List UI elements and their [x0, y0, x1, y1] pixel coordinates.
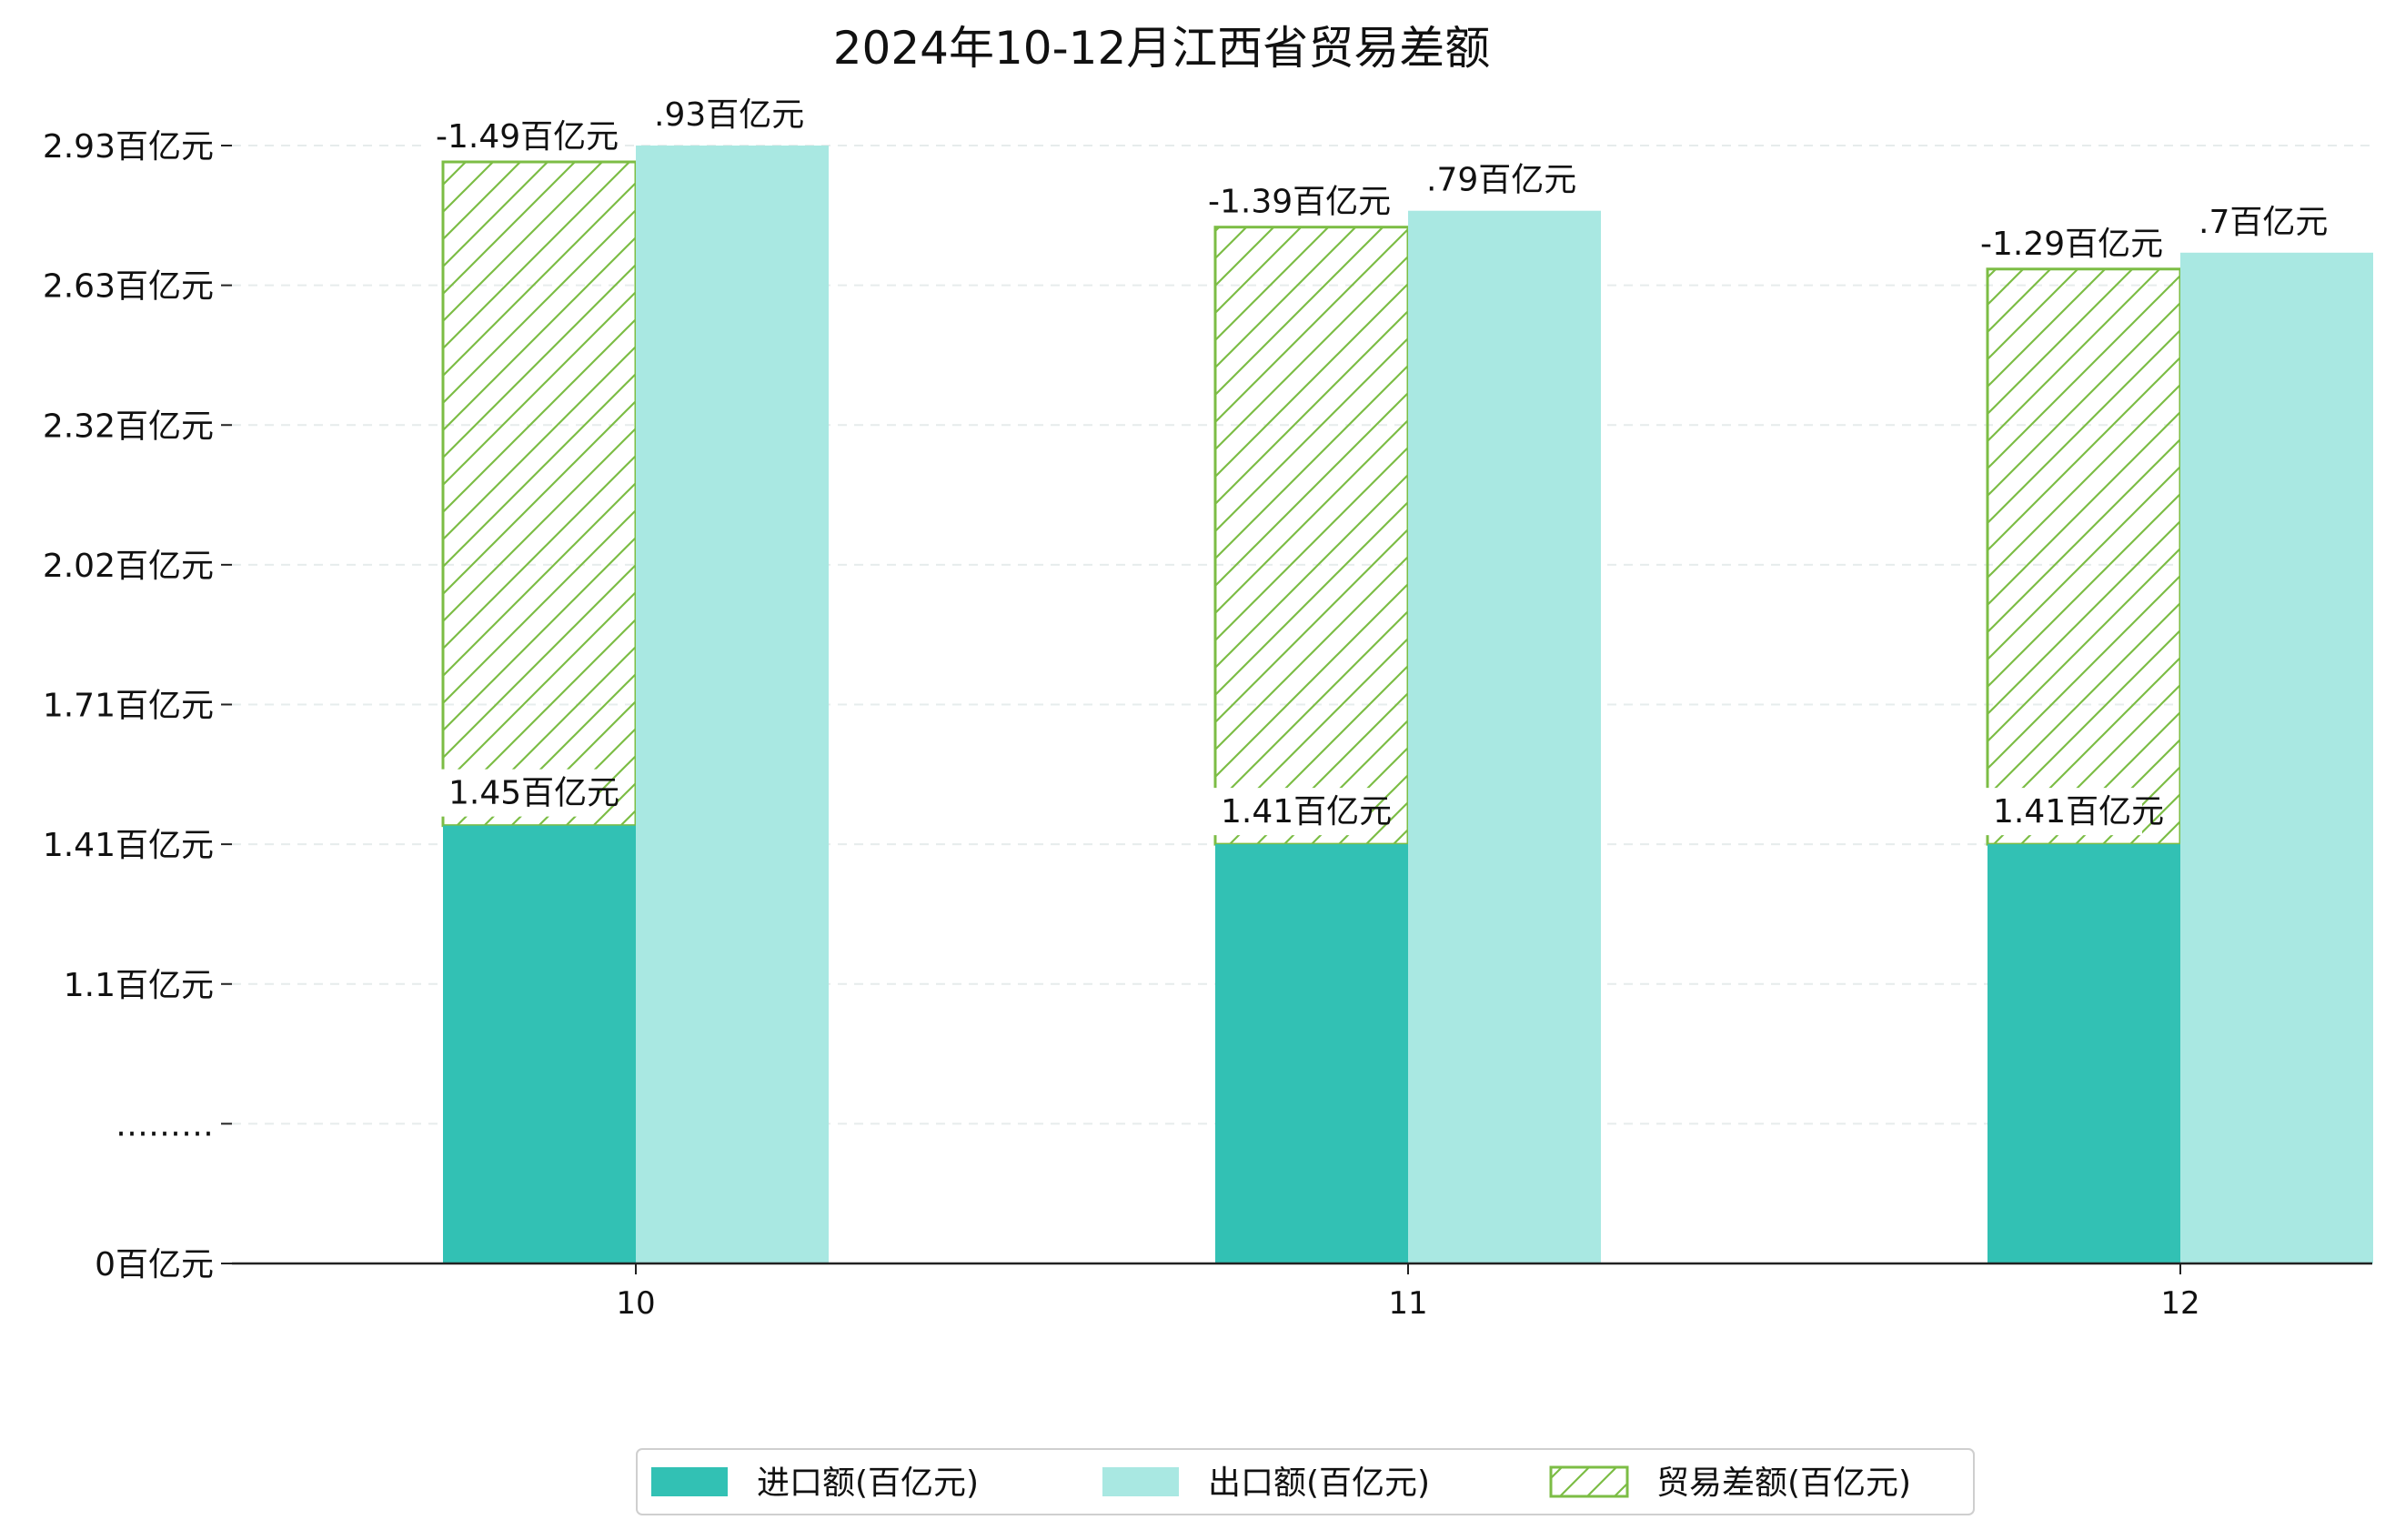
import-value-label: 1.41百亿元 [1221, 793, 1392, 830]
x-tick-label: 12 [2160, 1285, 2199, 1322]
legend-label: 进口额(百亿元) [757, 1465, 979, 1502]
chart-title: 2024年10-12月江西省贸易差额 [833, 22, 1491, 75]
bar-trade-balance [443, 162, 636, 826]
import-value-label: 1.45百亿元 [448, 775, 619, 812]
export-value-label: .7百亿元 [2199, 204, 2328, 241]
bars [443, 146, 2373, 1263]
import-value-label: 1.41百亿元 [1993, 793, 2164, 830]
legend-swatch [651, 1467, 728, 1496]
bar-trade-balance [1215, 227, 1408, 844]
bar-export [2180, 253, 2373, 1263]
bar-import [1988, 844, 2180, 1263]
balance-value-label: -1.49百亿元 [436, 118, 619, 156]
y-tick-label: 0百亿元 [95, 1246, 214, 1283]
y-tick-label: 2.93百亿元 [43, 128, 214, 166]
legend-swatch [1551, 1467, 1627, 1496]
y-tick-label: 1.71百亿元 [43, 688, 214, 725]
balance-value-label: -1.29百亿元 [1980, 226, 2163, 263]
bar-import [1215, 844, 1408, 1263]
legend-label: 出口额(百亿元) [1208, 1465, 1430, 1502]
bar-import [443, 826, 636, 1263]
x-tick-label: 10 [616, 1285, 655, 1322]
y-tick-label: 2.32百亿元 [43, 408, 214, 445]
export-value-label: .93百亿元 [654, 96, 804, 134]
bar-trade-balance [1988, 269, 2180, 844]
bar-export [636, 146, 829, 1263]
y-tick-label: 1.1百亿元 [64, 967, 214, 1004]
y-tick-label: 1.41百亿元 [43, 827, 214, 864]
y-tick-label: ……… [116, 1106, 214, 1143]
y-tick-label: 2.02百亿元 [43, 548, 214, 585]
legend-label: 贸易差额(百亿元) [1656, 1465, 1911, 1502]
legend-swatch [1102, 1467, 1179, 1496]
y-tick-label: 2.63百亿元 [43, 268, 214, 306]
bar-export [1408, 211, 1601, 1263]
balance-value-label: -1.39百亿元 [1208, 184, 1391, 221]
legend: 进口额(百亿元) 出口额(百亿元) 贸易差额(百亿元) [637, 1449, 1974, 1515]
x-tick-label: 11 [1388, 1285, 1427, 1322]
export-value-label: .79百亿元 [1426, 162, 1576, 199]
